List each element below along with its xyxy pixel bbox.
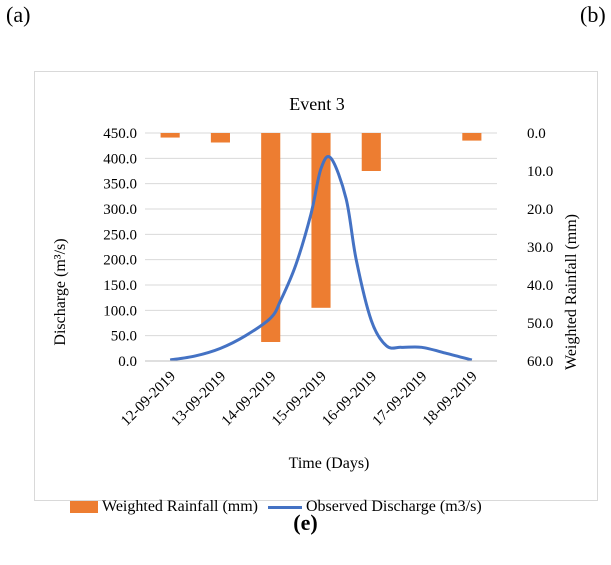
panel-label-e: (e) [293,510,318,535]
y-left-tick-label: 100.0 [103,303,137,319]
rainfall-bar [261,133,281,342]
y-left-tick-label: 50.0 [111,329,137,345]
y-left-tick-label: 150.0 [103,278,137,294]
legend-item-discharge: Observed Discharge (m3/s) [268,498,482,516]
legend-swatch-rainfall [70,501,98,513]
legend-label-rainfall: Weighted Rainfall (mm) [102,498,258,515]
panel-label-a: (a) [6,2,31,27]
chart-container: Event 3 0.0 50.0 100.0 150.0 200.0 250.0 300.0… [34,71,598,501]
x-axis-label: Time (Days) [289,455,370,472]
rainfall-bar [462,133,482,141]
y-right-tick-label: 20.0 [527,202,553,218]
chart-title: Event 3 [289,94,345,114]
panel-label-b: (b) [580,2,606,27]
rainfall-bar [361,133,381,171]
rainfall-bars [160,133,482,342]
y-left-tick-label: 350.0 [103,177,137,193]
legend: Weighted Rainfall (mm) Observed Discharg… [70,498,482,516]
y-left-tick-label: 450.0 [103,126,137,142]
y-right-tick-label: 0.0 [527,126,546,142]
y-right-tick-label: 30.0 [527,240,553,256]
y-right-tick-label: 50.0 [527,316,553,332]
rainfall-bar [210,133,230,143]
y-left-tick-label: 0.0 [118,354,137,370]
rainfall-bar [311,133,331,308]
legend-item-rainfall: Weighted Rainfall (mm) [70,498,258,516]
y-right-tick-label: 10.0 [527,164,553,180]
y-right-tick-label: 40.0 [527,278,553,294]
y-axis-right-label: Weighted Rainfall (mm) [563,214,580,370]
x-tick-label: 18-09-2019 [420,369,481,430]
y-left-tick-label: 400.0 [103,151,137,167]
legend-label-discharge: Observed Discharge (m3/s) [306,498,482,515]
discharge-series-line [169,155,473,362]
y-left-tick-label: 250.0 [103,227,137,243]
y-left-tick-label: 300.0 [103,202,137,218]
rainfall-bar [160,133,180,138]
y-axis-left-label: Discharge (m³/s) [52,238,69,345]
discharge-line [169,155,473,362]
chart-svg: Event 3 0.0 50.0 100.0 150.0 200.0 250.0 300.0… [52,94,580,472]
y-right-tick-label: 60.0 [527,354,553,370]
y-left-tick-label: 200.0 [103,253,137,269]
legend-swatch-discharge [268,505,302,509]
